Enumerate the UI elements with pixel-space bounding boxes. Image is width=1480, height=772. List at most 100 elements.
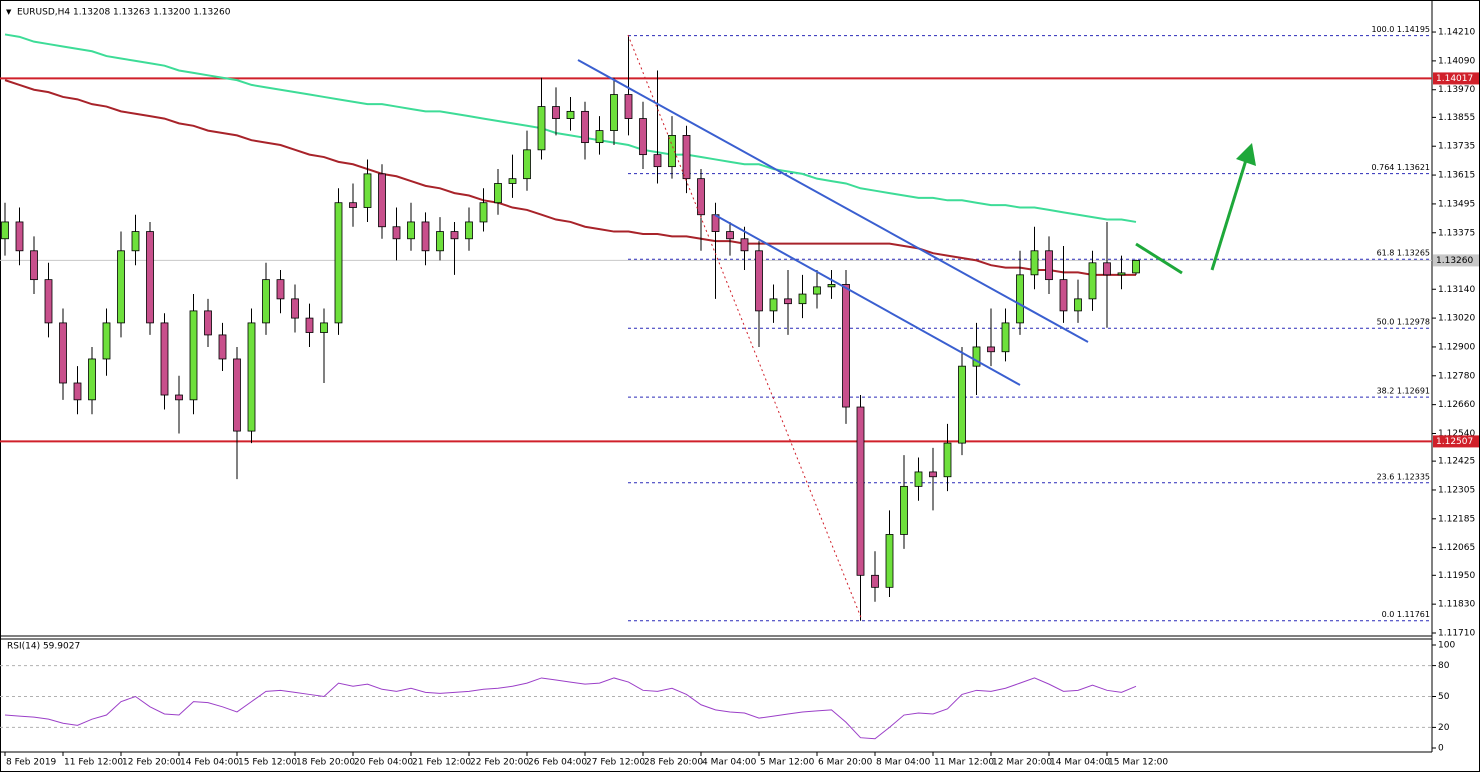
candle-body bbox=[479, 202, 488, 223]
x-tick-label: 15 Mar 12:00 bbox=[1108, 758, 1168, 768]
candle-body bbox=[726, 231, 734, 240]
candle-body bbox=[769, 298, 778, 312]
collapse-icon[interactable]: ▼ bbox=[6, 8, 12, 16]
candle-body bbox=[378, 173, 386, 228]
candle-body bbox=[1, 221, 9, 240]
x-tick-label: 28 Feb 20:00 bbox=[644, 758, 703, 768]
arrow-stem bbox=[1210, 159, 1248, 271]
fib-label: 38.2 1.12691 bbox=[1377, 387, 1430, 396]
candle-body bbox=[653, 154, 662, 168]
y-tick-label: 1.11950 bbox=[1438, 571, 1475, 581]
candle-body bbox=[1088, 262, 1097, 300]
candle-body bbox=[552, 106, 560, 119]
candle-body bbox=[508, 178, 517, 184]
candle-body bbox=[247, 322, 256, 432]
candle-body bbox=[784, 298, 792, 305]
last-price-box bbox=[1433, 254, 1479, 267]
candle-body bbox=[189, 310, 198, 401]
candle-body bbox=[856, 406, 865, 576]
y-tick-label: 1.14210 bbox=[1438, 28, 1475, 38]
candle-body bbox=[842, 284, 850, 408]
candle-body bbox=[740, 238, 749, 252]
candle-body bbox=[697, 178, 705, 216]
candle-body bbox=[900, 485, 908, 535]
candle-body bbox=[436, 231, 444, 252]
candle-body bbox=[610, 94, 618, 131]
y-tick-label: 1.13855 bbox=[1438, 113, 1475, 123]
y-tick-label: 80 bbox=[1438, 661, 1450, 671]
y-tick-label: 1.12305 bbox=[1438, 485, 1475, 495]
candle-body bbox=[88, 358, 96, 401]
y-tick-label: 1.13735 bbox=[1438, 142, 1475, 152]
x-tick-label: 14 Mar 04:00 bbox=[1050, 758, 1110, 768]
candle-body bbox=[871, 574, 879, 588]
y-tick-label: 1.12065 bbox=[1438, 543, 1475, 553]
y-tick-label: 1.12900 bbox=[1438, 342, 1475, 352]
fib-label: 100.0 1.14195 bbox=[1371, 25, 1430, 34]
candle-body bbox=[218, 334, 227, 360]
candle-body bbox=[276, 279, 285, 300]
candle-body bbox=[465, 221, 473, 240]
candle-body bbox=[1030, 250, 1039, 276]
x-tick-label: 21 Feb 12:00 bbox=[412, 758, 471, 768]
arrow-head bbox=[1236, 143, 1256, 166]
candle-body bbox=[146, 231, 154, 324]
candle-body bbox=[102, 322, 111, 360]
fib-label: 23.6 1.12335 bbox=[1377, 472, 1430, 481]
y-tick-label: 1.12185 bbox=[1438, 514, 1475, 524]
candle-body bbox=[30, 250, 38, 281]
candle-body bbox=[668, 135, 676, 168]
candle-body bbox=[131, 231, 140, 252]
candle-body bbox=[581, 110, 589, 144]
price-label-box bbox=[1433, 72, 1479, 85]
x-tick-label: 18 Feb 20:00 bbox=[296, 758, 355, 768]
candle-body bbox=[595, 130, 604, 144]
candle-body bbox=[349, 202, 357, 208]
x-tick-label: 11 Feb 12:00 bbox=[64, 758, 123, 768]
candle-body bbox=[44, 279, 53, 324]
candle-body bbox=[624, 94, 633, 119]
candle-body bbox=[494, 183, 502, 204]
x-tick-label: 11 Mar 12:00 bbox=[934, 758, 994, 768]
candle-body bbox=[407, 221, 415, 240]
candle-body bbox=[943, 442, 952, 478]
x-tick-label: 15 Feb 12:00 bbox=[238, 758, 297, 768]
candle-body bbox=[1103, 262, 1111, 276]
y-tick-label: 1.12540 bbox=[1438, 429, 1475, 439]
y-tick-label: 1.13140 bbox=[1438, 285, 1475, 295]
y-tick-label: 1.12660 bbox=[1438, 400, 1475, 410]
candle-body bbox=[958, 365, 966, 444]
candle-body bbox=[914, 471, 923, 487]
fib-label: 0.0 1.11761 bbox=[1382, 610, 1430, 619]
candle-body bbox=[450, 231, 459, 240]
candle-body bbox=[798, 293, 807, 305]
y-tick-label: 100 bbox=[1438, 641, 1455, 651]
candle-body bbox=[392, 226, 401, 240]
y-tick-label: 20 bbox=[1438, 723, 1450, 733]
plot: 1.14210 1.14090 1.13970 1.13855 1.13735 1.136… bbox=[0, 25, 1479, 768]
candle-body bbox=[334, 202, 343, 324]
y-tick-label: 1.13970 bbox=[1438, 85, 1475, 95]
candle-body bbox=[827, 284, 836, 288]
price-label-box bbox=[1433, 435, 1479, 448]
y-tick-label: 1.13495 bbox=[1438, 199, 1475, 209]
candle-body bbox=[682, 135, 691, 180]
y-tick-label: 1.13020 bbox=[1438, 314, 1475, 324]
candle-body bbox=[972, 346, 981, 367]
trend-line bbox=[577, 59, 1089, 343]
candle-body bbox=[566, 110, 575, 119]
candle-body bbox=[1117, 272, 1126, 276]
y-tick-label: 1.13375 bbox=[1438, 228, 1475, 238]
trend-line bbox=[714, 214, 1021, 386]
x-tick-label: 4 Mar 04:00 bbox=[702, 758, 757, 768]
moving-average bbox=[4, 33, 1137, 223]
y-tick-label: 1.12425 bbox=[1438, 457, 1475, 467]
candle-body bbox=[885, 534, 894, 588]
candle-body bbox=[262, 279, 270, 324]
candle-body bbox=[175, 394, 183, 401]
moving-average bbox=[4, 79, 1136, 276]
candle-body bbox=[1059, 279, 1068, 312]
